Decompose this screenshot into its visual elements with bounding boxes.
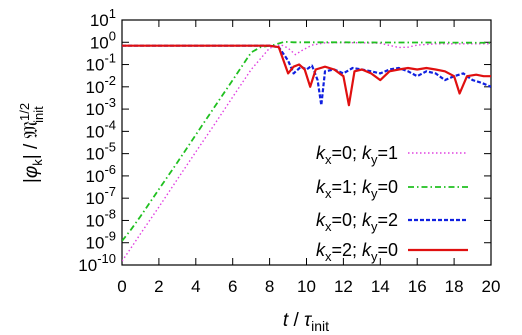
- y-tick-label: 101: [90, 6, 116, 30]
- legend: kx=0; ky=1 kx=1; ky=0 kx=0; ky=2 kx=2; ky=0: [316, 143, 468, 264]
- x-tick-label: 8: [265, 277, 274, 296]
- x-axis-label: t / τinit: [283, 310, 329, 334]
- x-tick-label: 4: [191, 277, 200, 296]
- legend-label: kx=0; ky=1: [316, 143, 398, 167]
- series-group: [122, 40, 491, 262]
- x-tick-label: 6: [228, 277, 237, 296]
- axis-ticks: [121, 19, 492, 266]
- y-tick-label: 10-5: [86, 140, 116, 164]
- x-tick-label: 16: [408, 277, 427, 296]
- x-tick-label: 12: [334, 277, 353, 296]
- y-tick-label: 10-6: [86, 162, 116, 186]
- x-tick-label: 10: [297, 277, 316, 296]
- y-tick-label: 10-9: [86, 229, 116, 253]
- y-tick-label: 10-8: [86, 206, 116, 230]
- y-axis-label: |φk| / 𝔐1/2init: [17, 103, 46, 183]
- y-tick-label: 10-4: [86, 117, 116, 141]
- x-tick-label: 0: [117, 277, 126, 296]
- legend-label: kx=2; ky=0: [316, 240, 398, 264]
- series-line-2: [122, 40, 491, 242]
- plot-frame: [121, 19, 492, 266]
- y-tick-label: 10-1: [86, 51, 116, 75]
- y-tick-label: 10-2: [86, 73, 116, 97]
- series-line-1: [122, 41, 491, 262]
- legend-label: kx=0; ky=2: [316, 210, 398, 234]
- x-tick-label: 18: [445, 277, 464, 296]
- x-tick-label: 20: [482, 277, 501, 296]
- x-tick-label: 14: [371, 277, 390, 296]
- y-tick-label: 10-7: [86, 184, 116, 208]
- y-tick-label: 10-10: [78, 251, 116, 275]
- series-line-4: [122, 44, 491, 107]
- legend-label: kx=1; ky=0: [316, 177, 398, 201]
- x-tick-labels: 0 2 4 6 8 10 12 14 16 18 20: [117, 277, 500, 296]
- y-tick-label: 100: [90, 28, 116, 52]
- y-tick-labels: 10110010-110-210-310-410-510-610-710-810…: [78, 6, 116, 275]
- y-tick-label: 10-3: [86, 95, 116, 119]
- x-tick-label: 2: [154, 277, 163, 296]
